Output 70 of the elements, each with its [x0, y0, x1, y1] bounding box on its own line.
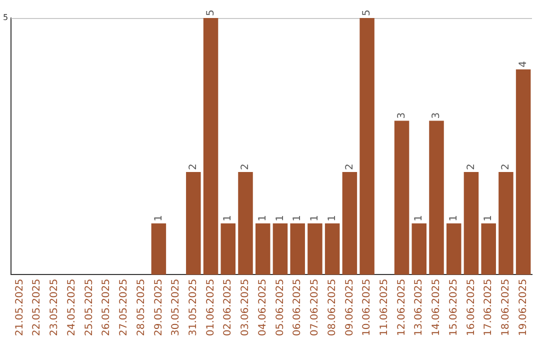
x-tick-label: 04.06.2025 [257, 278, 268, 336]
data-label: 1 [310, 215, 321, 222]
bar [394, 120, 410, 275]
bar [516, 69, 531, 275]
bar [290, 223, 305, 275]
bar [464, 172, 479, 275]
data-label: 1 [274, 215, 286, 222]
x-tick-label: 13.06.2025 [414, 278, 425, 336]
bar [186, 172, 201, 275]
x-tick-label: 11.06.2025 [379, 278, 390, 336]
data-label: 2 [466, 164, 477, 170]
x-tick-label: 16.06.2025 [466, 278, 477, 336]
bar [498, 172, 514, 275]
x-tick-label: 10.06.2025 [362, 278, 373, 336]
x-tick-label: 24.05.2025 [66, 278, 78, 336]
x-tick-label: 06.06.2025 [292, 278, 304, 336]
x-tick-label: 02.06.2025 [222, 278, 234, 336]
x-tick-label: 27.05.2025 [118, 278, 130, 336]
bar [238, 172, 253, 275]
x-tick-label: 01.06.2025 [205, 278, 216, 336]
data-label: 1 [292, 215, 304, 222]
x-tick-label: 21.05.2025 [14, 278, 26, 336]
x-tick-label: 14.06.2025 [431, 278, 442, 336]
bar [446, 223, 462, 275]
x-tick-label: 26.05.2025 [101, 278, 112, 336]
bar [220, 223, 236, 275]
bar [151, 223, 166, 275]
x-tick-label: 29.05.2025 [153, 278, 164, 336]
data-label: 3 [431, 112, 442, 119]
bar [308, 223, 322, 275]
bar [203, 18, 218, 275]
x-tick-label: 31.05.2025 [188, 278, 199, 336]
data-label: 1 [483, 215, 494, 222]
data-label: 5 [205, 10, 216, 16]
data-label: 4 [518, 60, 529, 68]
x-tick-label: 19.06.2025 [518, 278, 529, 336]
x-tick-label: 17.06.2025 [483, 278, 494, 336]
x-tick-label: 23.05.2025 [49, 278, 60, 336]
bar [324, 223, 340, 275]
data-label: 2 [344, 164, 356, 170]
data-label: 1 [222, 215, 234, 222]
x-tick-label: 07.06.2025 [310, 278, 321, 336]
x-tick-label: 08.06.2025 [326, 278, 338, 336]
x-tick-label: 15.06.2025 [448, 278, 460, 336]
x-tick-label: 18.06.2025 [500, 278, 512, 336]
x-tick-label: 25.05.2025 [84, 278, 95, 336]
x-tick-label: 12.06.2025 [396, 278, 408, 336]
x-tick-label: 30.05.2025 [170, 278, 182, 336]
data-label: 5 [362, 10, 373, 16]
data-label: 2 [188, 164, 199, 170]
data-label: 2 [500, 164, 512, 170]
x-tick-label: 28.05.2025 [136, 278, 147, 336]
data-label: 1 [153, 215, 164, 222]
bar [429, 120, 444, 275]
bar [272, 223, 288, 275]
x-tick-label: 22.05.2025 [32, 278, 43, 336]
bar [481, 223, 496, 275]
x-tick-label: 09.06.2025 [344, 278, 356, 336]
data-label: 2 [240, 164, 252, 170]
data-label: 3 [396, 112, 408, 119]
bar [412, 223, 427, 275]
data-label: 1 [448, 215, 460, 222]
x-tick-label: 05.06.2025 [274, 278, 286, 336]
bar [342, 172, 358, 275]
data-label: 1 [414, 215, 425, 222]
x-tick-label: 03.06.2025 [240, 278, 252, 336]
data-label: 1 [326, 215, 338, 222]
bar [255, 223, 270, 275]
data-label: 1 [257, 215, 268, 222]
bar [360, 18, 374, 275]
